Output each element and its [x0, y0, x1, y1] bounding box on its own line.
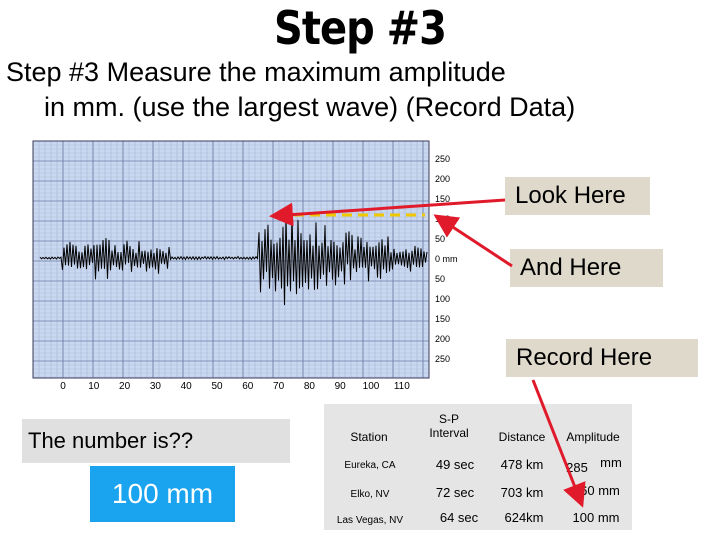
y-tick-label: 250 [435, 154, 450, 164]
row2-amplitude: 60 mm [580, 483, 620, 498]
row2-station: Elko, NV [350, 489, 390, 500]
row1-interval: 49 sec [435, 457, 475, 472]
x-tick-label: 50 [211, 381, 223, 392]
header-sp-line2: Interval [429, 426, 469, 440]
header-sp-interval: S-P Interval [414, 412, 484, 440]
y-tick-label: 200 [435, 334, 450, 344]
y-tick-label: 50 [435, 234, 445, 244]
row1-amplitude-unit: mm [600, 455, 622, 470]
x-tick-label: 90 [335, 381, 347, 392]
big-title: Step #3 [274, 2, 447, 56]
instruction-line-1: Step #3 Measure the maximum amplitude [6, 57, 506, 87]
row1-distance: 478 km [500, 457, 544, 472]
row1-amplitude: 285 [566, 460, 588, 475]
y-tick-label: 200 [435, 174, 450, 184]
y-axis-labels: 250 200 150 100 50 0 mm 50 100 150 200 250 [435, 154, 458, 364]
y-tick-label: 150 [435, 314, 450, 324]
and-here-callout: And Here [510, 249, 663, 287]
row3-amplitude: 100 mm [572, 510, 620, 525]
x-tick-label: 20 [119, 381, 131, 392]
grid-border [32, 140, 430, 379]
x-tick-label: 10 [88, 381, 100, 392]
x-tick-label: 0 [60, 381, 66, 392]
header-amplitude: Amplitude [566, 430, 620, 444]
x-axis-labels: 0 10 20 30 40 50 60 70 80 90 100 110 [60, 381, 410, 392]
x-tick-label: 100 [363, 381, 380, 392]
row3-station: Las Vegas, NV [336, 515, 404, 526]
x-tick-label: 110 [394, 381, 410, 392]
header-distance: Distance [498, 430, 546, 444]
data-table: Station S-P Interval Distance Amplitude … [324, 404, 632, 530]
row2-interval: 72 sec [435, 485, 475, 500]
y-tick-label: 100 [435, 294, 450, 304]
header-station: Station [350, 430, 388, 444]
record-here-callout: Record Here [506, 339, 698, 377]
instruction-line-2: in mm. (use the largest wave) (Record Da… [44, 92, 576, 122]
y-tick-label: 250 [435, 354, 450, 364]
y-tick-label: 150 [435, 194, 450, 204]
row1-station: Eureka, CA [344, 460, 396, 471]
seismic-trace [39, 213, 428, 306]
row2-distance: 703 km [500, 485, 544, 500]
x-tick-label: 80 [304, 381, 316, 392]
x-tick-label: 30 [150, 381, 162, 392]
y-tick-label: 0 mm [435, 254, 458, 264]
answer-box: 100 mm [90, 466, 235, 522]
question-box: The number is?? [22, 419, 290, 463]
x-tick-label: 40 [181, 381, 193, 392]
x-tick-label: 60 [242, 381, 254, 392]
row3-distance: 624km [504, 510, 544, 525]
row3-interval: 64 sec [439, 510, 479, 525]
look-here-callout: Look Here [505, 177, 650, 215]
y-tick-label: 100 [435, 214, 450, 224]
y-tick-label: 50 [435, 274, 445, 284]
header-sp-line1: S-P [438, 412, 459, 426]
x-tick-label: 70 [273, 381, 285, 392]
